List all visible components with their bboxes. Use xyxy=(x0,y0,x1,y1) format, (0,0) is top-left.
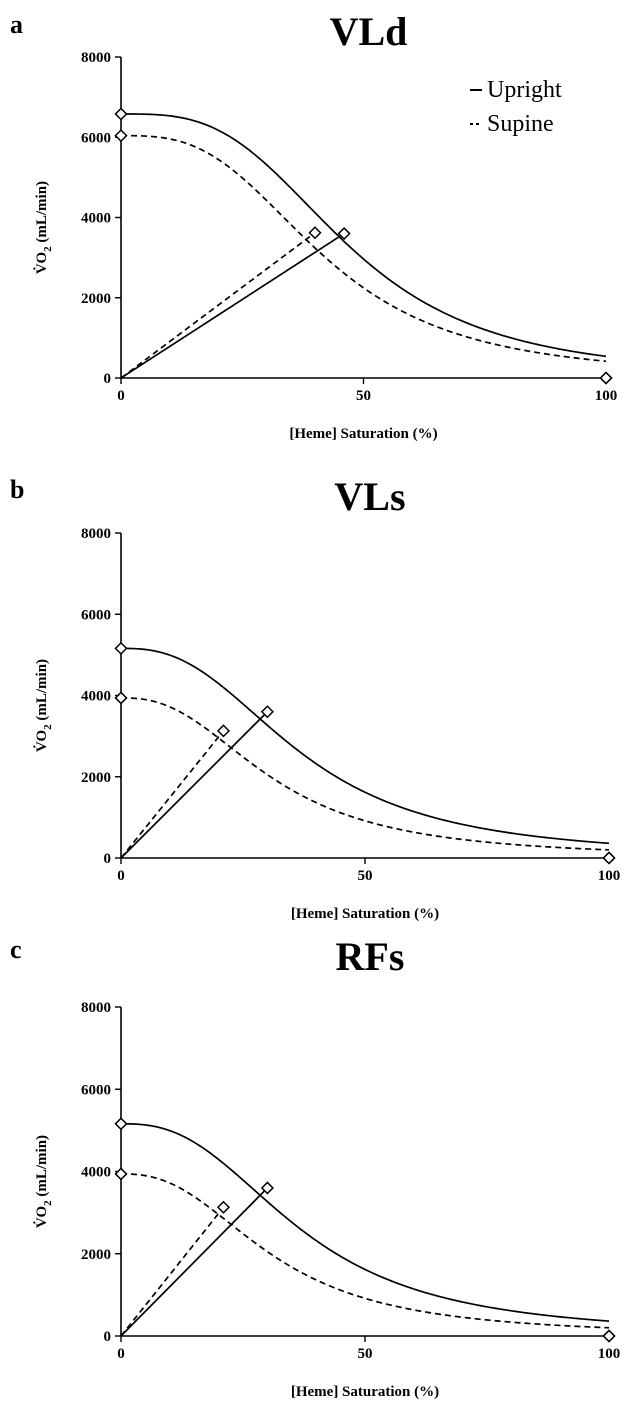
chart-panel-a: a VLd 0 2000 4000 6000 8000 0 50 100 [Heme] Satura… xyxy=(10,9,617,442)
y-tick-label: 2000 xyxy=(81,291,111,307)
x-axis-label: [Heme] Saturation (%) xyxy=(291,906,439,922)
series-upright-marker xyxy=(114,1117,128,1131)
x-tick-label: 100 xyxy=(598,868,621,884)
y-label-unit: (mL/min) xyxy=(34,181,50,246)
series-supine-curve xyxy=(121,697,610,851)
series-supine-marker xyxy=(216,1200,231,1214)
series-supine-marker xyxy=(114,691,128,705)
x-tick-label: 0 xyxy=(117,388,125,404)
series-upright-marker xyxy=(337,226,351,241)
y-tick-label: 8000 xyxy=(81,526,111,542)
y-label-unit: (mL/min) xyxy=(34,1135,50,1200)
y-tick-label: 6000 xyxy=(81,1082,111,1098)
series-upright-marker xyxy=(260,1181,274,1195)
series-upright-diffusion-line xyxy=(120,1187,269,1337)
series-upright-curve xyxy=(121,1122,610,1322)
x-tick-label: 50 xyxy=(358,868,373,884)
y-tick-label: 4000 xyxy=(81,689,111,705)
y-label-unit: (mL/min) xyxy=(34,659,50,724)
series-supine-curve xyxy=(121,1173,610,1329)
series-supine-marker xyxy=(216,724,231,738)
y-tick-label: 8000 xyxy=(81,1000,111,1016)
series-supine-marker xyxy=(599,371,613,385)
x-tick-label: 0 xyxy=(117,1346,125,1362)
y-tick-label: 2000 xyxy=(81,1247,111,1263)
y-label-sub: 2 xyxy=(42,246,54,252)
x-tick-label: 50 xyxy=(356,388,371,404)
legend-label-supine: Supine xyxy=(487,111,554,137)
y-label-o: O xyxy=(34,252,50,264)
panel-letter: c xyxy=(10,935,22,964)
x-tick-label: 100 xyxy=(595,388,618,404)
y-axis-label: V̇O2 (mL/min) xyxy=(33,181,54,274)
series-upright-curve xyxy=(121,113,607,358)
series-supine-diffusion-line xyxy=(120,730,225,859)
series-supine-marker xyxy=(308,226,322,240)
x-axis-label: [Heme] Saturation (%) xyxy=(289,426,437,442)
y-label-o: O xyxy=(34,730,50,742)
legend-label-upright: Upright xyxy=(487,77,562,103)
series-supine-marker xyxy=(114,129,128,143)
y-axis-label: V̇O2 (mL/min) xyxy=(33,1135,54,1228)
y-label-v: V̇ xyxy=(33,1217,50,1228)
series-upright-diffusion-line xyxy=(120,232,345,379)
series-supine-diffusion-line xyxy=(120,232,316,379)
chart-panel-b: b VLs 0 2000 4000 6000 8000 0 50 100 [Heme] Satura… xyxy=(10,474,620,922)
x-tick-label: 50 xyxy=(358,1346,373,1362)
y-label-v: V̇ xyxy=(33,741,50,752)
chart-title: RFs xyxy=(336,934,405,979)
x-tick-label: 0 xyxy=(117,868,125,884)
series-supine-curve xyxy=(121,134,607,363)
chart-title: VLd xyxy=(330,9,408,54)
series-upright-curve xyxy=(121,647,610,845)
series-supine-diffusion-line xyxy=(120,1206,225,1337)
y-tick-label: 2000 xyxy=(81,770,111,786)
chart-title: VLs xyxy=(334,474,405,519)
panel-letter: a xyxy=(10,10,23,39)
y-tick-label: 6000 xyxy=(81,607,111,623)
series-supine-marker xyxy=(114,1167,128,1181)
series-supine-marker xyxy=(602,1329,616,1343)
x-tick-label: 100 xyxy=(598,1346,621,1362)
series-upright-marker xyxy=(260,705,274,719)
chart-panel-c: c RFs 0 2000 4000 6000 8000 0 50 100 [Heme] Satura… xyxy=(10,934,620,1400)
series-upright-diffusion-line xyxy=(120,711,269,859)
series-supine-marker xyxy=(602,851,616,865)
x-axis-label: [Heme] Saturation (%) xyxy=(291,1384,439,1400)
y-axis-label: V̇O2 (mL/min) xyxy=(33,659,54,752)
panel-letter: b xyxy=(10,475,24,504)
y-tick-label: 8000 xyxy=(81,50,111,66)
y-label-sub: 2 xyxy=(42,724,54,730)
y-label-sub: 2 xyxy=(42,1200,54,1206)
y-tick-label: 0 xyxy=(104,851,112,867)
y-tick-label: 6000 xyxy=(81,130,111,146)
y-tick-label: 4000 xyxy=(81,211,111,227)
y-tick-label: 4000 xyxy=(81,1165,111,1181)
series-upright-marker xyxy=(114,107,128,121)
y-tick-label: 0 xyxy=(104,371,112,387)
y-label-o: O xyxy=(34,1206,50,1218)
series-upright-marker xyxy=(114,641,128,655)
y-tick-label: 0 xyxy=(104,1329,112,1345)
y-label-v: V̇ xyxy=(33,263,50,274)
